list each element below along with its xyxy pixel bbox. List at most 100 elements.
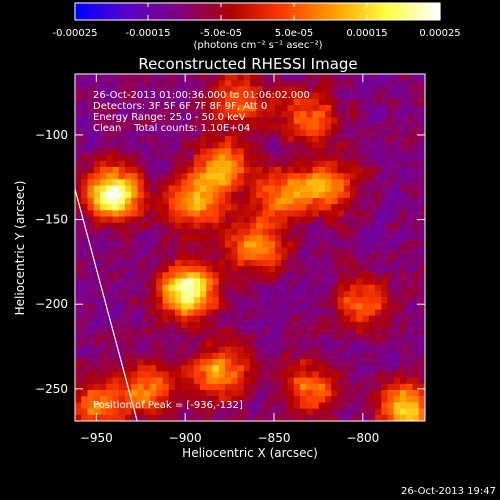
- heatmap-cell: [331, 222, 338, 230]
- heatmap-cell: [87, 185, 95, 193]
- heatmap-cell: [243, 210, 251, 218]
- heatmap-cell: [412, 309, 420, 317]
- heatmap-cell: [318, 86, 326, 94]
- heatmap-cell: [187, 173, 195, 180]
- heatmap-cell: [131, 303, 138, 310]
- heatmap-cell: [243, 328, 251, 335]
- heatmap-cell: [218, 290, 226, 298]
- heatmap-cell: [125, 297, 132, 304]
- heatmap-cell: [143, 321, 151, 329]
- heatmap-cell: [262, 80, 270, 87]
- heatmap-cell: [206, 191, 213, 199]
- heatmap-cell: [306, 111, 313, 118]
- heatmap-cell: [412, 228, 420, 236]
- heatmap-cell: [218, 123, 226, 131]
- heatmap-cell: [312, 359, 320, 366]
- heatmap-cell: [218, 365, 226, 372]
- heatmap-cell: [256, 216, 263, 224]
- heatmap-cell: [293, 352, 301, 360]
- heatmap-cell: [206, 253, 213, 261]
- heatmap-cell: [200, 80, 207, 87]
- heatmap-cell: [118, 352, 126, 360]
- heatmap-cell: [393, 408, 401, 416]
- heatmap-cell: [256, 197, 263, 205]
- heatmap-cell: [231, 284, 238, 292]
- heatmap-cell: [137, 278, 145, 286]
- heatmap-cell: [212, 166, 220, 174]
- heatmap-cell: [381, 365, 388, 372]
- heatmap-cell: [268, 365, 276, 372]
- heatmap-cell: [275, 408, 282, 416]
- heatmap-cell: [243, 334, 251, 341]
- heatmap-cell: [181, 173, 188, 180]
- heatmap-cell: [312, 104, 320, 112]
- heatmap-cell: [168, 297, 176, 304]
- heatmap-cell: [206, 396, 213, 403]
- heatmap-cell: [81, 321, 88, 329]
- heatmap-cell: [381, 104, 388, 112]
- plot-frame: [74, 73, 426, 422]
- heatmap-cell: [200, 315, 207, 323]
- heatmap-cell: [168, 414, 176, 421]
- heatmap-cell: [131, 104, 138, 112]
- heatmap-cell: [250, 365, 257, 372]
- heatmap-cell: [418, 284, 425, 292]
- heatmap-cell: [218, 142, 226, 149]
- heatmap-cell: [312, 253, 320, 261]
- heatmap-cell: [143, 365, 151, 372]
- heatmap-cell: [250, 166, 257, 174]
- heatmap-cell: [287, 321, 295, 329]
- heatmap-cell: [162, 408, 170, 416]
- heatmap-cell: [268, 297, 276, 304]
- heatmap-cell: [143, 148, 151, 156]
- heatmap-cell: [200, 321, 207, 329]
- heatmap-cell: [150, 253, 157, 261]
- heatmap-cell: [81, 135, 88, 143]
- heatmap-cell: [275, 247, 282, 255]
- heatmap-cell: [243, 117, 251, 125]
- heatmap-cell: [150, 259, 157, 267]
- heatmap-cell: [275, 272, 282, 279]
- heatmap-cell: [125, 247, 132, 255]
- heatmap-cell: [343, 74, 351, 81]
- heatmap-cell: [281, 185, 288, 193]
- heatmap-cell: [325, 315, 332, 323]
- heatmap-cell: [350, 290, 357, 298]
- heatmap-cell: [118, 241, 126, 248]
- heatmap-cell: [375, 359, 382, 366]
- heatmap-cell: [212, 303, 220, 310]
- heatmap-cell: [412, 86, 420, 94]
- heatmap-cell: [343, 160, 351, 168]
- heatmap-cell: [293, 191, 301, 199]
- heatmap-cell: [75, 371, 82, 379]
- heatmap-cell: [306, 284, 313, 292]
- heatmap-cell: [387, 185, 395, 193]
- heatmap-cell: [393, 86, 401, 94]
- heatmap-cell: [412, 204, 420, 211]
- heatmap-cell: [318, 253, 326, 261]
- heatmap-cell: [300, 402, 307, 410]
- heatmap-cell: [87, 80, 95, 87]
- heatmap-cell: [212, 142, 220, 149]
- heatmap-cell: [87, 235, 95, 242]
- heatmap-cell: [87, 321, 95, 329]
- heatmap-cell: [362, 80, 370, 87]
- heatmap-cell: [337, 210, 345, 218]
- heatmap-cell: [150, 278, 157, 286]
- heatmap-cell: [325, 104, 332, 112]
- heatmap-cell: [318, 154, 326, 162]
- heatmap-cell: [300, 297, 307, 304]
- heatmap-cell: [393, 365, 401, 372]
- heatmap-cell: [356, 179, 363, 187]
- heatmap-cell: [162, 334, 170, 341]
- heatmap-cell: [418, 328, 425, 335]
- heatmap-cell: [100, 340, 107, 348]
- heatmap-cell: [200, 414, 207, 421]
- heatmap-cell: [187, 328, 195, 335]
- heatmap-cell: [312, 259, 320, 267]
- heatmap-cell: [175, 383, 182, 391]
- heatmap-cell: [200, 365, 207, 372]
- heatmap-cell: [381, 247, 388, 255]
- heatmap-cell: [225, 334, 232, 341]
- heatmap-cell: [356, 408, 363, 416]
